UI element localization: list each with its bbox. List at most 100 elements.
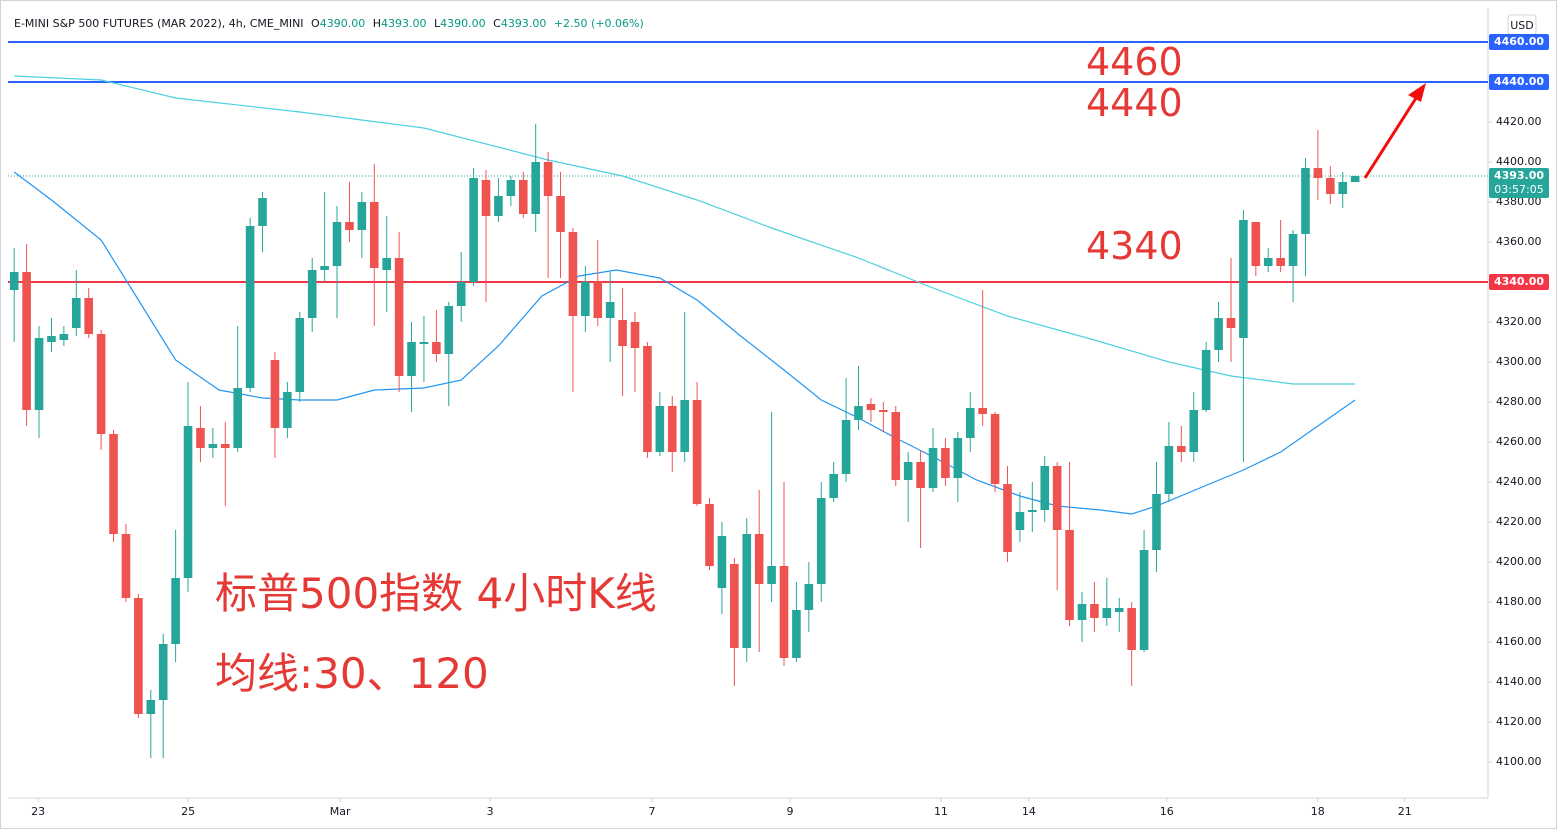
candle-body: [47, 336, 56, 342]
candle-body: [158, 644, 168, 700]
x-tick-label: 14: [1022, 805, 1036, 818]
candle-body: [1114, 608, 1124, 612]
candle-body: [369, 202, 379, 268]
level-label-bg: [1489, 274, 1549, 290]
candle-body: [134, 598, 143, 714]
countdown: 03:57:05: [1494, 183, 1543, 196]
candle-body: [22, 272, 31, 410]
level-label: 4440.00: [1494, 75, 1544, 88]
y-tick-label: 4380.00: [1496, 195, 1542, 208]
candle-body: [1164, 446, 1174, 494]
legend-value: 4393.00: [500, 17, 547, 30]
candle-body: [1189, 410, 1199, 452]
candle-body: [1226, 318, 1236, 328]
candle-body: [1040, 466, 1050, 510]
candle-body: [1251, 222, 1261, 266]
candle-body: [742, 534, 752, 648]
currency: USD: [1510, 19, 1534, 32]
candle-body: [680, 400, 689, 452]
y-tick-label: 4260.00: [1496, 435, 1542, 448]
y-tick-label: 4280.00: [1496, 395, 1542, 408]
candle-body: [307, 270, 317, 318]
candle-body: [928, 448, 938, 488]
candle-body: [1263, 258, 1273, 266]
candle-body: [1015, 512, 1025, 530]
y-tick-label: 4120.00: [1496, 715, 1542, 728]
candle-body: [866, 404, 876, 410]
arrow-head: [1408, 83, 1426, 102]
candle-body: [84, 298, 94, 334]
x-tick-label: 11: [934, 805, 948, 818]
y-tick-label: 4220.00: [1496, 515, 1542, 528]
candle-body: [345, 222, 354, 230]
candle-body: [531, 162, 540, 214]
candle-body: [978, 408, 987, 414]
candle-body: [1028, 510, 1037, 512]
ma-line: [14, 75, 1356, 385]
candle-body: [220, 444, 230, 448]
candle-body: [444, 306, 454, 354]
level-label-bg: [1489, 74, 1549, 90]
last-price-label: 4393.00: [1494, 169, 1544, 182]
candle-body: [568, 232, 578, 316]
candle-body: [903, 462, 913, 480]
candle-body: [357, 202, 367, 230]
candle-body: [692, 400, 702, 504]
candle-body: [1301, 168, 1310, 234]
candle-body: [730, 564, 739, 648]
candle-body: [804, 584, 814, 610]
legend-value: 4390.00: [319, 17, 366, 30]
candle-body: [891, 412, 901, 480]
candle-body: [705, 504, 714, 566]
candle-body: [581, 282, 590, 316]
candle-body: [630, 322, 640, 348]
candle-body: [916, 462, 925, 488]
x-tick-label: 9: [786, 805, 793, 818]
candle-body: [171, 578, 180, 644]
candle-body: [879, 410, 888, 412]
candle-body: [258, 198, 267, 226]
candle-body: [605, 302, 615, 318]
legend-key: C: [493, 17, 501, 30]
annotation: 4340: [1086, 224, 1183, 268]
candle-body: [283, 392, 292, 428]
last-price-bg: [1489, 168, 1549, 198]
candle-body: [1102, 608, 1112, 618]
annotation: 标普500指数 4小时K线: [215, 569, 657, 618]
y-tick-label: 4180.00: [1496, 595, 1542, 608]
candle-body: [34, 338, 44, 410]
y-tick-label: 4200.00: [1496, 555, 1542, 568]
header: E-MINI S&P 500 FUTURES (MAR 2022), 4h, C…: [14, 17, 644, 30]
x-tick-label: Mar: [330, 805, 351, 818]
x-tick-label: 16: [1160, 805, 1174, 818]
candle-body: [618, 320, 627, 346]
candle-body: [1326, 178, 1335, 194]
candle-body: [767, 566, 776, 584]
candle-body: [59, 334, 69, 340]
candle-body: [407, 342, 416, 376]
candle-body: [382, 258, 391, 270]
candle-body: [432, 342, 441, 354]
legend-key: O: [311, 17, 320, 30]
annotation: 均线:30、120: [215, 649, 489, 698]
candle-body: [506, 180, 516, 196]
legend-key: L: [434, 17, 441, 30]
candle-body: [1276, 258, 1285, 266]
candle-body: [953, 438, 963, 478]
candle-body: [1214, 318, 1223, 350]
candle-body: [1127, 608, 1136, 650]
candle-body: [208, 444, 218, 448]
x-tick-label: 23: [31, 805, 45, 818]
y-tick-label: 4360.00: [1496, 235, 1542, 248]
candle-body: [1139, 550, 1149, 650]
candle-body: [779, 566, 789, 658]
candle-body: [146, 700, 156, 714]
candle-body: [518, 180, 528, 214]
candle-body: [109, 434, 118, 534]
y-tick-label: 4140.00: [1496, 675, 1542, 688]
candle-body: [394, 258, 404, 376]
candle-body: [196, 428, 205, 448]
candle-body: [990, 414, 1000, 484]
candle-body: [1350, 176, 1360, 182]
